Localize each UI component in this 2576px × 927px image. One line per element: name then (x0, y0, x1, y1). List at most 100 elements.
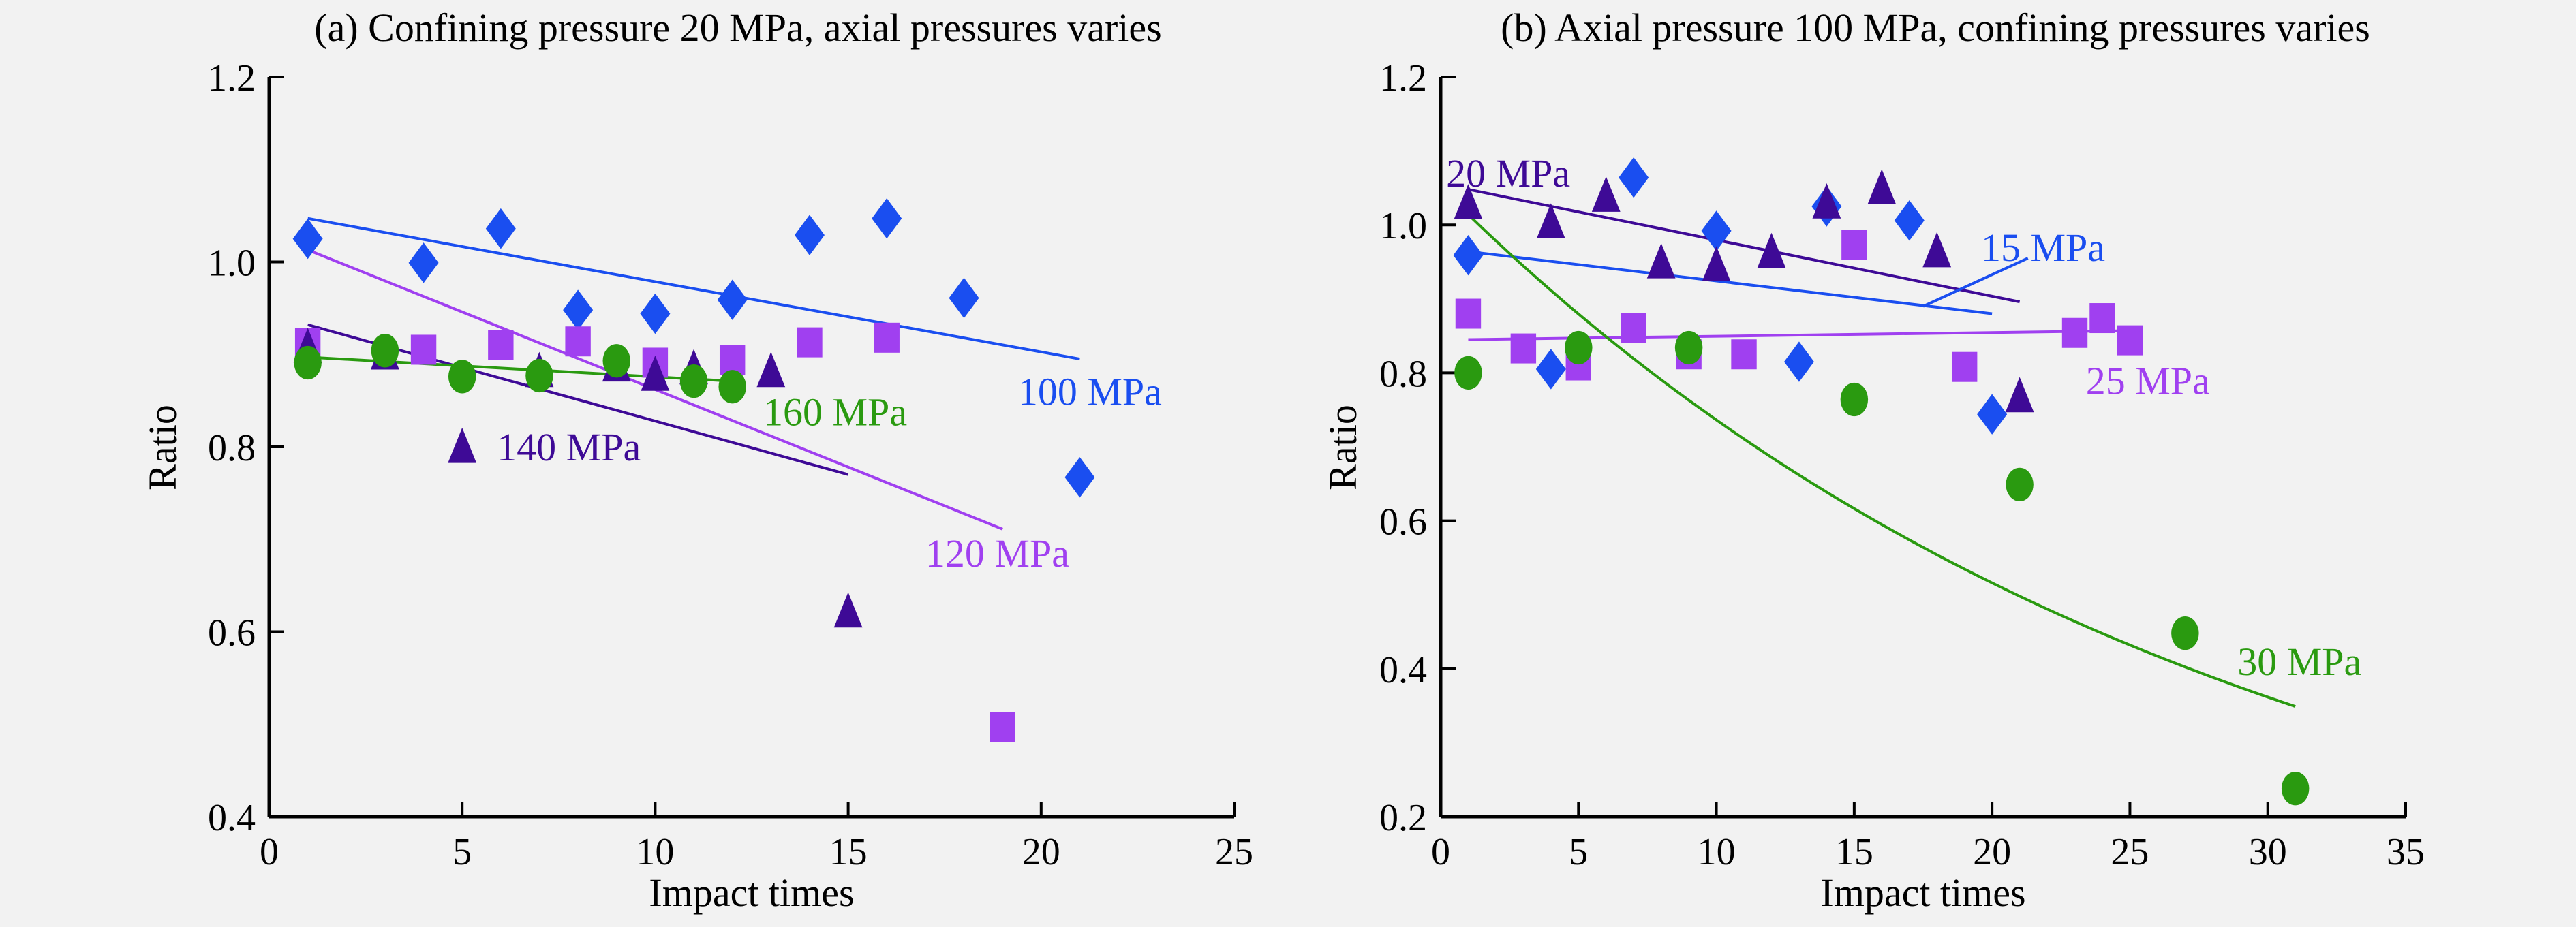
series-label-140-mpa: 140 MPa (497, 425, 641, 469)
data-point-100-mpa (640, 293, 671, 334)
data-point-15-mpa (1783, 341, 1814, 382)
chart-b-y-axis-label: Ratio (1321, 405, 1365, 490)
data-point-120-mpa (990, 712, 1015, 742)
data-point-100-mpa (408, 242, 439, 283)
chart-a-series-labels: 100 MPa 160 MPa 140 MPa 120 MPa (448, 370, 1162, 576)
data-point-30-mpa (1454, 356, 1482, 390)
chart-b: (b) Axial pressure 100 MPa, confining pr… (1321, 5, 2425, 915)
fit-line-15-mpa (1468, 250, 1993, 315)
data-point-140-mpa (756, 351, 786, 388)
chart-b-axes: 0 5 10 15 20 25 30 35 0.2 0.4 0.6 0.8 1.0 1.2 (1379, 57, 2425, 873)
chart-b-points (1453, 157, 2310, 806)
fit-line-100-mpa (307, 217, 1080, 361)
x-tick-label: 30 (2249, 831, 2287, 873)
chart-a-y-axis-label: Ratio (140, 405, 185, 490)
x-tick-label: 15 (829, 831, 868, 873)
data-point-25-mpa (2089, 303, 2115, 334)
chart-b-series-labels: 20 MPa 15 MPa 25 MPa 30 MPa (1446, 151, 2361, 684)
data-point-15-mpa (1977, 394, 2008, 435)
data-point-25-mpa (1841, 230, 1867, 260)
data-point-100-mpa (1064, 457, 1095, 498)
data-point-20-mpa (1591, 176, 1621, 212)
y-tick-label: 0.8 (1379, 353, 1427, 395)
data-point-20-mpa (1536, 203, 1565, 239)
data-point-140-mpa (833, 592, 863, 628)
data-point-160-mpa (448, 360, 476, 394)
fit-line-20-mpa (1468, 188, 2020, 304)
data-point-15-mpa (1701, 210, 1732, 251)
data-point-20-mpa (1812, 183, 1841, 219)
x-tick-label: 35 (2387, 831, 2425, 873)
x-tick-label: 15 (1835, 831, 1873, 873)
data-point-120-mpa (410, 334, 437, 365)
x-tick-label: 25 (1215, 831, 1253, 873)
data-point-15-mpa (1453, 235, 1484, 276)
data-point-20-mpa (2005, 377, 2034, 413)
data-point-20-mpa (1702, 246, 1731, 282)
x-tick-label: 5 (453, 831, 472, 873)
data-point-100-mpa (563, 289, 594, 330)
data-point-160-mpa (718, 370, 746, 404)
x-tick-label: 25 (2111, 831, 2149, 873)
chart-b-title: (b) Axial pressure 100 MPa, confining pr… (1501, 5, 2370, 50)
data-point-30-mpa (2171, 616, 2199, 650)
chart-a: (a) Confining pressure 20 MPa, axial pre… (140, 5, 1253, 915)
data-point-30-mpa (2006, 467, 2034, 502)
x-tick-label: 20 (1022, 831, 1060, 873)
y-tick-label: 1.0 (1379, 205, 1427, 247)
series-label-15-mpa: 15 MPa (1981, 225, 2105, 270)
data-point-160-mpa (525, 358, 553, 393)
chart-b-fit-lines (1467, 188, 2296, 708)
data-point-20-mpa (1757, 232, 1786, 268)
data-point-15-mpa (1535, 349, 1566, 390)
data-point-25-mpa (1510, 333, 1537, 364)
chart-a-title: (a) Confining pressure 20 MPa, axial pre… (314, 5, 1161, 50)
x-tick-label: 0 (260, 831, 279, 873)
data-point-30-mpa (1565, 330, 1593, 365)
series-label-120-mpa: 120 MPa (925, 531, 1069, 576)
x-tick-label: 10 (1698, 831, 1736, 873)
y-tick-label: 1.0 (208, 242, 256, 285)
legend-marker-140-mpa (448, 427, 477, 463)
data-point-160-mpa (602, 344, 630, 378)
data-point-140-mpa (641, 356, 670, 391)
y-tick-label: 0.4 (1379, 649, 1427, 691)
data-point-25-mpa (1621, 313, 1646, 343)
y-tick-label: 1.2 (1379, 57, 1427, 99)
data-point-25-mpa (1951, 351, 1978, 382)
data-point-20-mpa (1454, 184, 1483, 219)
data-point-100-mpa (872, 198, 902, 239)
data-point-30-mpa (1840, 382, 1869, 417)
y-tick-label: 0.6 (208, 612, 256, 655)
data-point-100-mpa (794, 215, 825, 255)
data-point-100-mpa (485, 208, 516, 249)
y-tick-label: 0.6 (1379, 501, 1427, 544)
chart-a-x-axis-label: Impact times (649, 870, 854, 915)
y-tick-label: 1.2 (208, 57, 256, 99)
data-point-100-mpa (949, 277, 979, 319)
data-point-20-mpa (1646, 242, 1676, 279)
data-point-160-mpa (679, 364, 708, 398)
data-point-25-mpa (1731, 339, 1757, 370)
x-tick-label: 5 (1569, 831, 1588, 873)
data-point-25-mpa (1455, 298, 1482, 329)
data-point-120-mpa (488, 330, 514, 360)
data-point-30-mpa (1674, 330, 1703, 365)
chart-b-x-axis-label: Impact times (1820, 870, 2025, 915)
data-point-30-mpa (2281, 772, 2310, 806)
data-point-120-mpa (874, 322, 900, 353)
data-point-160-mpa (294, 345, 322, 380)
x-tick-label: 10 (636, 831, 674, 873)
data-point-20-mpa (1867, 169, 1897, 205)
x-tick-label: 0 (1431, 831, 1450, 873)
y-tick-label: 0.8 (208, 427, 256, 469)
x-tick-label: 20 (1973, 831, 2011, 873)
chart-a-axes: 0 5 10 15 20 25 0.4 0.6 0.8 1.0 1.2 (208, 57, 1253, 873)
series-label-30-mpa: 30 MPa (2237, 640, 2361, 684)
series-label-160-mpa: 160 MPa (763, 390, 907, 434)
data-point-120-mpa (565, 326, 591, 357)
data-point-25-mpa (2117, 325, 2143, 356)
chart-a-points (292, 198, 1095, 742)
data-point-100-mpa (717, 279, 748, 320)
